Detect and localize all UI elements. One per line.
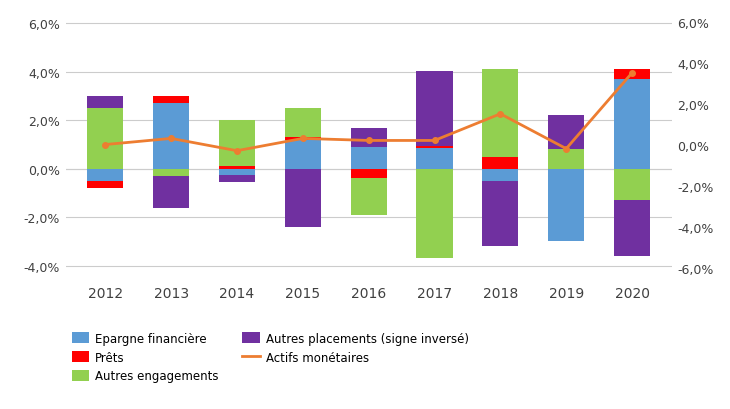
Bar [350,148,387,169]
Bar [416,72,453,146]
Bar [285,169,321,227]
Bar [416,146,453,149]
Bar [614,169,650,201]
Bar [350,179,387,215]
Bar [285,109,321,138]
Bar [285,138,321,140]
Bar [153,97,189,104]
Bar [219,167,255,169]
Bar [614,80,650,169]
Bar [87,97,123,109]
Bar [483,70,518,157]
Bar [350,128,387,148]
Bar [219,121,255,167]
Bar [614,201,650,256]
Bar [285,140,321,169]
Bar [483,182,518,247]
Bar [548,150,584,169]
Bar [219,169,255,175]
Bar [548,116,584,150]
Bar [614,70,650,80]
Bar [153,177,189,208]
Bar [87,109,123,169]
Bar [483,157,518,169]
Bar [416,149,453,169]
Bar [548,169,584,242]
Bar [153,169,189,177]
Bar [153,104,189,169]
Bar [219,175,255,183]
Bar [483,169,518,182]
Legend: Epargne financière, Prêts, Autres engagements, Autres placements (signe inversé): Epargne financière, Prêts, Autres engage… [72,332,469,382]
Bar [87,169,123,182]
Bar [350,169,387,179]
Bar [87,182,123,189]
Bar [416,169,453,259]
